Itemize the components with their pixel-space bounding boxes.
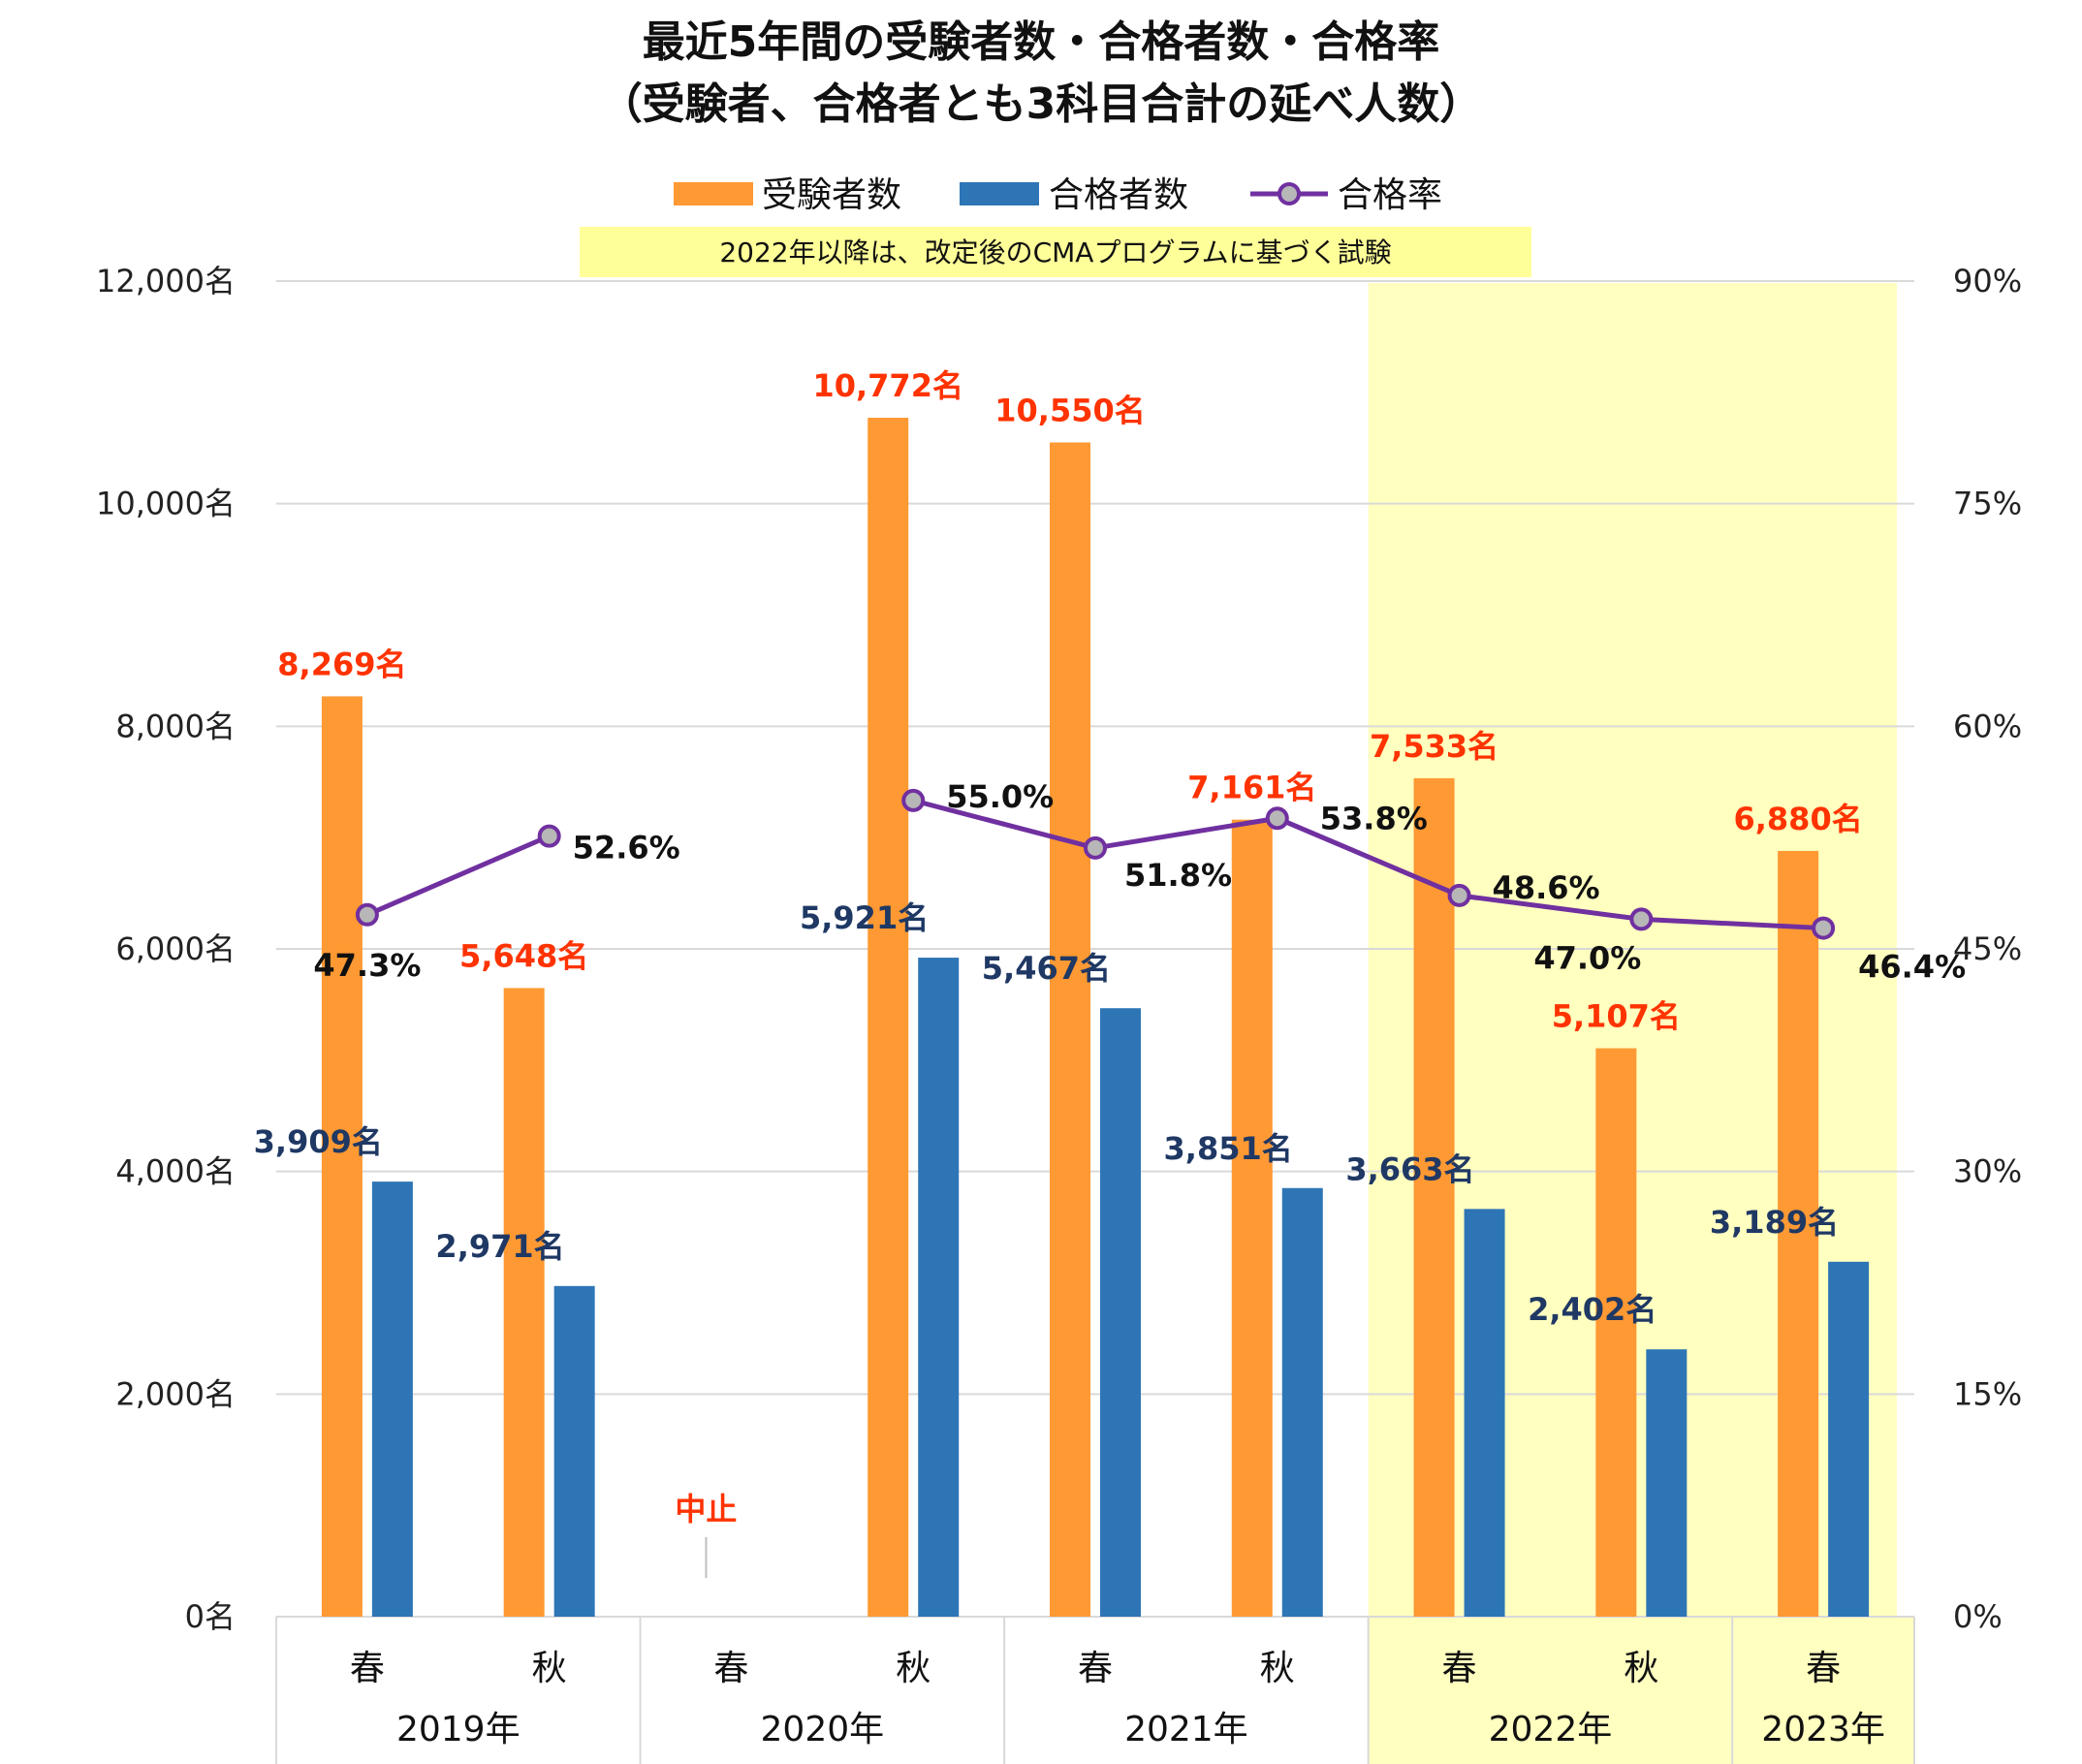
x-category-label: 秋 — [1624, 1649, 1658, 1688]
data-label-passers: 3,909名 — [254, 1123, 383, 1160]
y-left-tick-label: 0名 — [185, 1598, 236, 1635]
x-year-label: 2021年 — [1124, 1710, 1248, 1749]
legend-swatch-passers — [960, 182, 1039, 205]
y-left-tick-label: 10,000名 — [96, 486, 236, 522]
rate-line — [365, 834, 551, 918]
x-category-label: 春 — [1078, 1649, 1113, 1688]
data-label-passers: 2,402名 — [1528, 1291, 1656, 1328]
highlight-axis-region — [1368, 1617, 1914, 1764]
data-label-passers: 5,467名 — [982, 950, 1111, 987]
data-label-applicants: 10,550名 — [994, 393, 1146, 429]
legend-swatch-rate-marker — [1278, 182, 1301, 205]
y-right-tick-label: 0% — [1953, 1598, 2003, 1635]
bar-passers — [1646, 1349, 1688, 1617]
data-label-passers: 5,921名 — [800, 899, 929, 936]
note-text: 2022年以降は、改定後のCMAプログラムに基づく試験 — [719, 236, 1391, 268]
rate-point — [901, 788, 926, 812]
rate-line — [912, 798, 1824, 931]
bar-applicants — [1778, 850, 1819, 1617]
y-left-tick-label: 6,000名 — [115, 930, 236, 967]
bar-passers — [918, 958, 960, 1617]
data-label-rate: 47.3% — [313, 947, 421, 984]
legend: 受験者数 合格者数 合格率 — [674, 175, 1442, 215]
data-label-applicants: 5,648名 — [459, 937, 588, 974]
legend-swatch-applicants — [674, 182, 753, 205]
rate-point — [1084, 835, 1107, 860]
rate-point — [1447, 883, 1471, 907]
y-right-tick-label: 30% — [1953, 1153, 2022, 1190]
legend-label-rate: 合格率 — [1338, 175, 1442, 215]
bar-applicants — [1231, 819, 1273, 1617]
bar-passers — [1281, 1187, 1323, 1617]
x-year-label: 2019年 — [396, 1710, 520, 1749]
x-year-label: 2022年 — [1489, 1710, 1613, 1749]
data-label-applicants: 10,772名 — [812, 367, 963, 404]
x-category-label: 春 — [713, 1649, 748, 1688]
data-label-passers: 3,189名 — [1710, 1204, 1839, 1241]
legend-label-passers: 合格者数 — [1049, 175, 1188, 215]
bar-passers — [553, 1285, 595, 1617]
rate-point — [537, 824, 561, 848]
bar-applicants — [503, 988, 545, 1617]
data-label-applicants: 6,880名 — [1733, 801, 1862, 837]
bar-applicants — [1595, 1048, 1637, 1617]
data-label-rate: 46.4% — [1858, 949, 1966, 986]
bar-passers — [1100, 1008, 1141, 1617]
data-label-rate: 53.8% — [1320, 800, 1428, 836]
rate-point — [355, 902, 379, 927]
y-right-tick-label: 75% — [1953, 486, 2022, 522]
cancelled-label: 中止 — [675, 1491, 737, 1528]
y-left-tick-label: 4,000名 — [115, 1153, 236, 1190]
data-label-rate: 51.8% — [1124, 857, 1232, 894]
x-category-label: 春 — [1806, 1649, 1841, 1688]
data-label-rate: 48.6% — [1493, 869, 1600, 906]
bar-applicants — [1413, 777, 1455, 1617]
data-label-applicants: 7,161名 — [1187, 770, 1316, 806]
y-right-tick-label: 15% — [1953, 1375, 2022, 1412]
y-left-tick-label: 8,000名 — [115, 708, 236, 744]
chart-title: 最近5年間の受験者数・合格者数・合格率 — [643, 17, 1440, 67]
data-label-rate: 52.6% — [573, 830, 680, 866]
x-category-label: 秋 — [532, 1649, 567, 1688]
x-year-label: 2020年 — [761, 1710, 885, 1749]
bar-passers — [371, 1181, 413, 1617]
rate-point — [1812, 916, 1836, 940]
x-year-label: 2023年 — [1761, 1710, 1885, 1749]
bar-passers — [1828, 1261, 1870, 1617]
data-label-applicants: 8,269名 — [277, 646, 406, 682]
data-label-passers: 2,971名 — [435, 1228, 564, 1265]
data-label-passers: 3,663名 — [1345, 1150, 1474, 1187]
y-right-tick-label: 90% — [1953, 263, 2022, 299]
y-left-tick-label: 2,000名 — [115, 1375, 236, 1412]
y-right-tick-label: 60% — [1953, 708, 2022, 744]
bar-applicants — [1050, 442, 1090, 1618]
legend-label-applicants: 受験者数 — [762, 175, 901, 215]
x-category-label: 秋 — [1260, 1649, 1295, 1688]
data-label-applicants: 7,533名 — [1370, 728, 1498, 765]
data-label-passers: 3,851名 — [1164, 1130, 1293, 1167]
data-label-rate: 55.0% — [946, 778, 1054, 815]
y-left-tick-label: 12,000名 — [96, 263, 236, 299]
rate-point — [1629, 907, 1654, 931]
data-label-rate: 47.0% — [1533, 939, 1641, 976]
rate-point — [1265, 806, 1289, 831]
note-box — [580, 227, 1531, 277]
bar-passers — [1464, 1209, 1505, 1617]
chart-subtitle: （受験者、合格者とも3科目合計の延べ人数） — [600, 79, 1483, 129]
x-category-label: 春 — [1442, 1649, 1477, 1688]
x-category-label: 春 — [350, 1649, 385, 1688]
bar-applicants — [321, 696, 363, 1617]
y-right-tick-label: 45% — [1953, 930, 2022, 967]
bar-applicants — [868, 418, 909, 1617]
data-label-applicants: 5,107名 — [1552, 998, 1681, 1035]
x-category-label: 秋 — [896, 1649, 931, 1688]
